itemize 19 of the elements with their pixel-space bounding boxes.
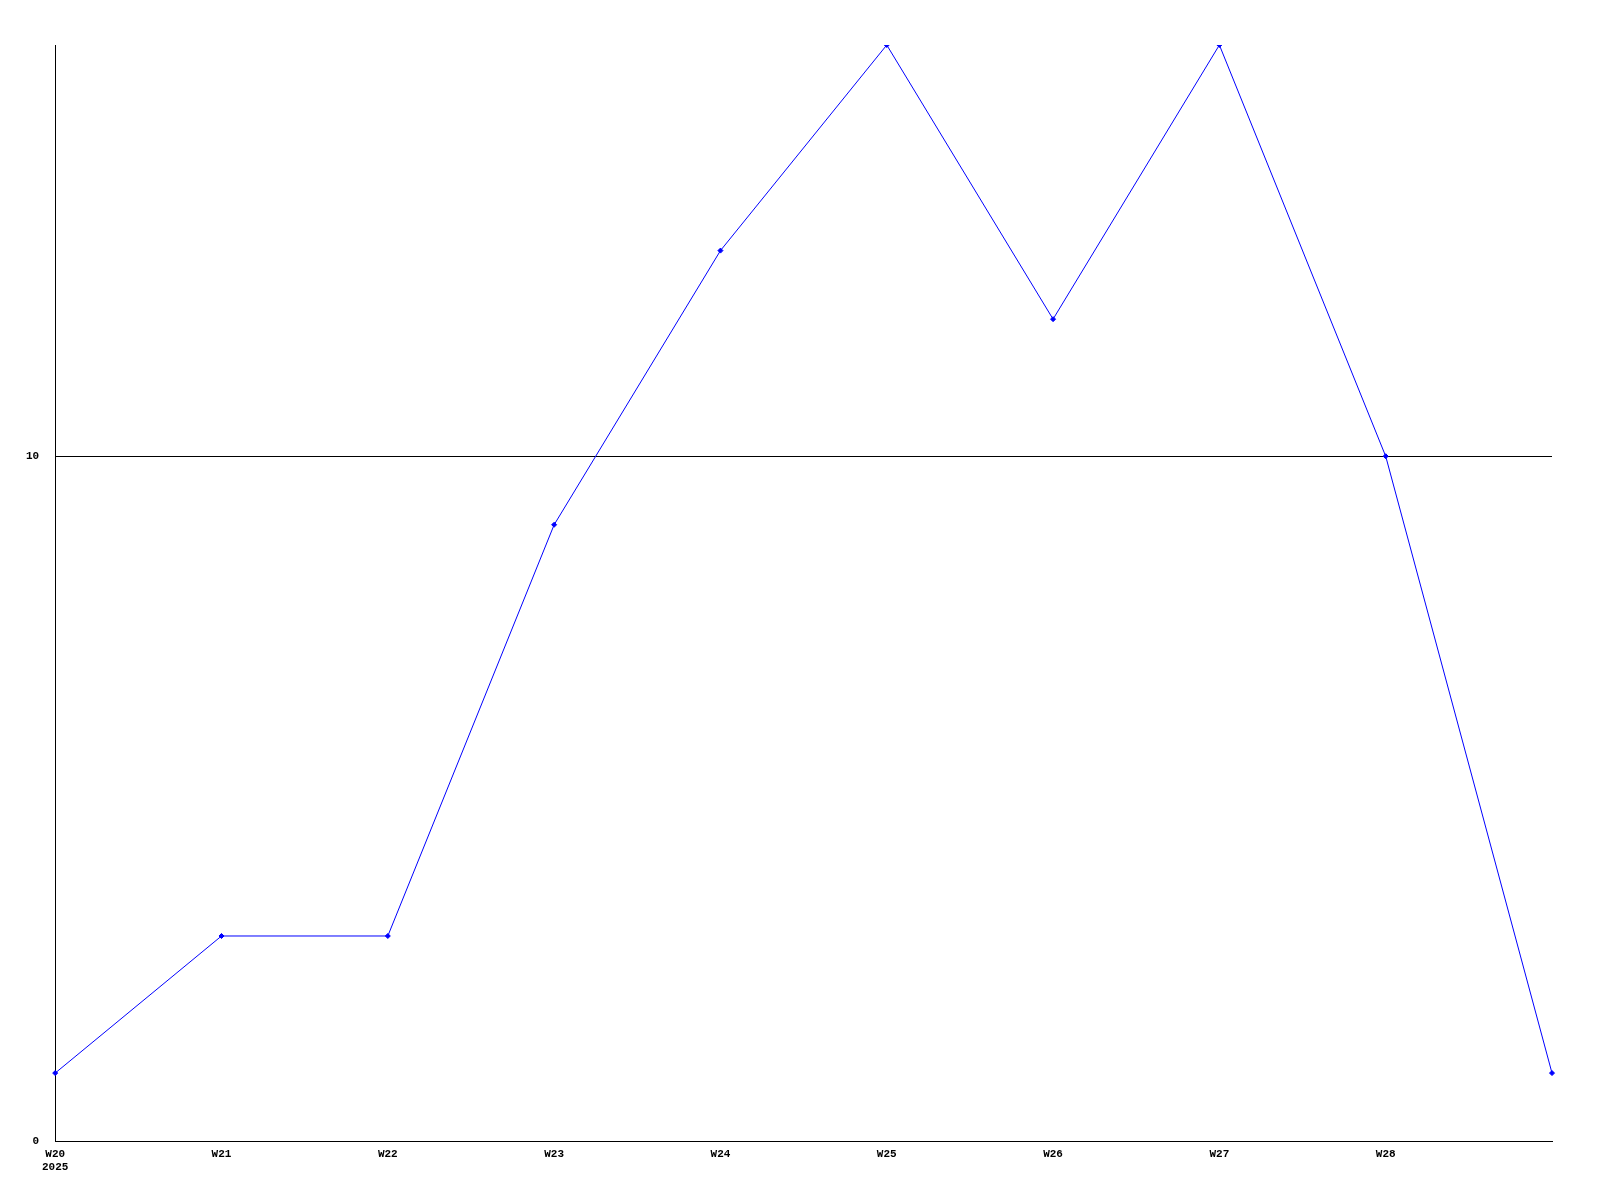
x-tick-label: W20 2025: [42, 1147, 69, 1174]
y-tick-label: 10: [26, 449, 40, 462]
x-tick-label: W23: [544, 1147, 565, 1160]
point: [218, 932, 225, 939]
point: [52, 1070, 59, 1077]
point: [384, 932, 391, 939]
point: [551, 521, 558, 528]
x-tick-label: W27: [1209, 1147, 1230, 1160]
point: [1549, 1070, 1555, 1077]
y-tick-label: 0: [32, 1135, 40, 1148]
point: [1382, 453, 1389, 460]
point: [717, 247, 724, 254]
x-tick-label: W24: [710, 1147, 731, 1160]
x-tick-label: W22: [377, 1147, 398, 1160]
x-tick-label: W28: [1375, 1147, 1396, 1160]
x-tick-label: W26: [1043, 1147, 1063, 1160]
point: [1050, 316, 1057, 323]
x-tick-label: W25: [876, 1147, 898, 1160]
x-tick-label: W21: [211, 1147, 232, 1160]
